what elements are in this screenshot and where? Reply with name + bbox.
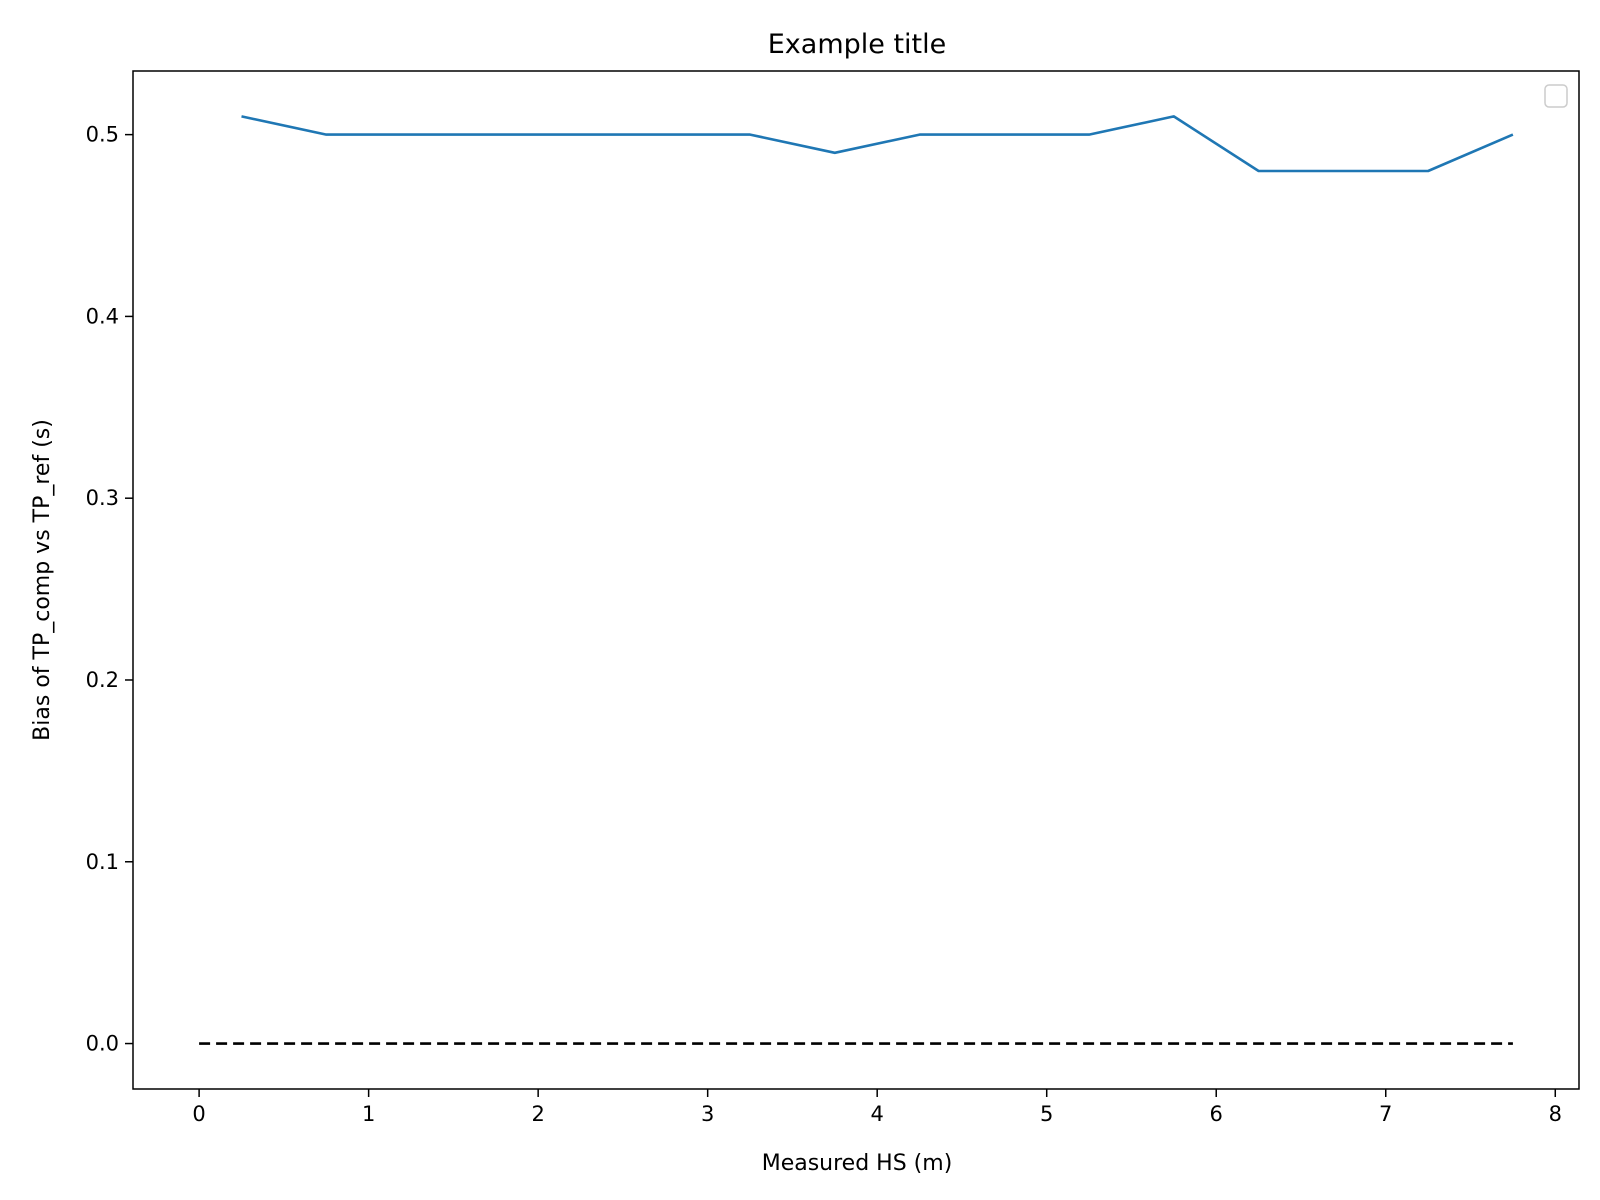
x-tick-label: 1 [362, 1102, 375, 1126]
plot-area [132, 70, 1580, 1090]
x-tick-label: 0 [192, 1102, 205, 1126]
x-tick-label: 2 [531, 1102, 544, 1126]
legend-box [1544, 84, 1568, 108]
y-tick-label: 0.4 [86, 304, 119, 328]
x-tick-label: 3 [701, 1102, 714, 1126]
y-tick-label: 0.2 [86, 668, 119, 692]
series-layer [199, 115, 1514, 1045]
chart-title: Example title [768, 29, 947, 60]
x-tick-label: 6 [1210, 1102, 1223, 1126]
x-axis: 0 1 2 3 4 5 6 7 8 [192, 1089, 1562, 1126]
x-axis-label: Measured HS (m) [762, 1151, 953, 1176]
y-tick-label: 0.0 [86, 1032, 119, 1056]
y-tick-label: 0.5 [86, 123, 119, 147]
y-tick-label: 0.1 [86, 850, 119, 874]
series-line [241, 115, 1514, 173]
x-tick-label: 7 [1379, 1102, 1392, 1126]
y-tick-label: 0.3 [86, 486, 119, 510]
y-axis: 0.0 0.1 0.2 0.3 0.4 0.5 [86, 123, 133, 1056]
x-tick-label: 8 [1549, 1102, 1562, 1126]
y-axis-label: Bias of TP_comp vs TP_ref (s) [30, 419, 55, 741]
x-tick-label: 4 [871, 1102, 884, 1126]
x-tick-label: 5 [1040, 1102, 1053, 1126]
